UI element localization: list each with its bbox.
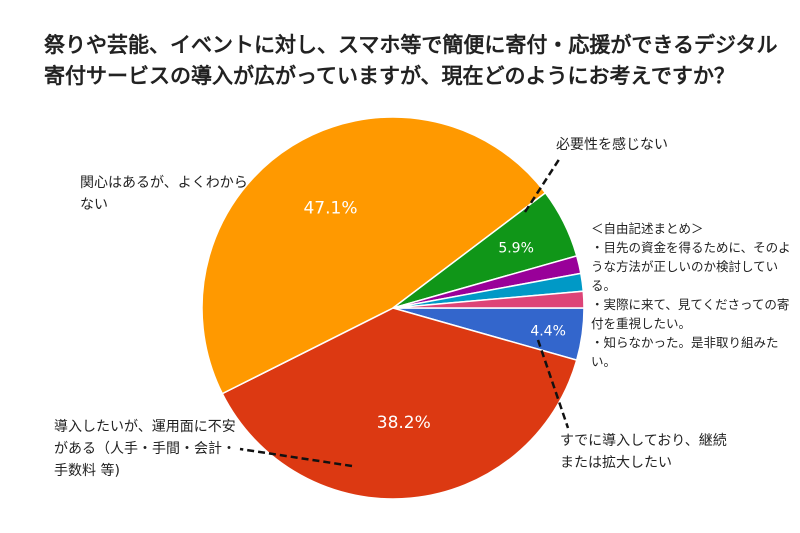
slice-data-label: 5.9% bbox=[498, 241, 534, 257]
pie-slice bbox=[221, 307, 578, 500]
free-text-heading: ＜自由記述まとめ＞ bbox=[591, 221, 704, 236]
free-text-item: ・目先の資金を得るために、そのような方法が正しいのか検討している。 bbox=[591, 240, 791, 293]
free-text-item: ・知らなかった。是非取り組みたい。 bbox=[591, 335, 779, 369]
slice-data-label: 4.4% bbox=[530, 324, 566, 340]
label-interested: 関心はあるが、よくわからない bbox=[80, 175, 248, 213]
label-worried: 導入したいが、運用面に不安がある（人手・手間・会計・手数料 等) bbox=[54, 419, 236, 479]
free-text-item: ・実際に来て、見てくださっての寄付を重視したい。 bbox=[591, 297, 790, 331]
pie-slice bbox=[201, 116, 547, 395]
slice-data-label: 47.1% bbox=[303, 198, 357, 218]
leader-line bbox=[239, 447, 353, 468]
slice-data-label: 38.2% bbox=[377, 413, 431, 433]
leader-line bbox=[536, 339, 570, 429]
label-existing: すでに導入しており、継続または拡大したい bbox=[560, 433, 727, 471]
free-text-note: ＜自由記述まとめ＞ ・目先の資金を得るために、そのような方法が正しいのか検討して… bbox=[591, 219, 791, 371]
label-unneeded: 必要性を感じない bbox=[556, 137, 668, 153]
chart-title: 祭りや芸能、イベントに対し、スマホ等で簡便に寄付・応援ができるデジタル寄付サービ… bbox=[44, 33, 778, 88]
pie-slice bbox=[392, 290, 585, 309]
